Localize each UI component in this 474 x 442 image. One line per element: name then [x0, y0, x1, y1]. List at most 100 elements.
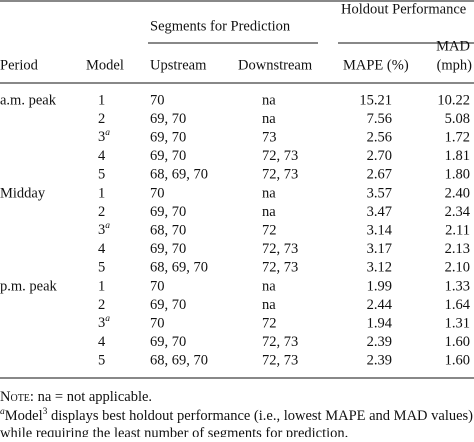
downstream: na [262, 185, 276, 201]
column-header: MAPE (%) [343, 57, 409, 73]
downstream: na [262, 278, 276, 294]
model: 4 [98, 148, 106, 164]
mad: 2.11 [445, 223, 470, 239]
model: 3 [98, 316, 105, 332]
model: 1 [98, 278, 105, 294]
footnote-text: Model [5, 408, 43, 424]
model: 5 [98, 260, 105, 276]
upstream: 69, 70 [150, 334, 186, 350]
column-header: MAD [436, 38, 470, 54]
column-header: (mph) [437, 57, 473, 73]
upstream: 69, 70 [150, 111, 186, 127]
mad: 1.72 [445, 130, 470, 146]
mape: 1.99 [367, 278, 392, 294]
column-header: Model [86, 57, 124, 73]
upstream: 68, 70 [150, 223, 186, 239]
model: 4 [98, 241, 106, 257]
upstream: 69, 70 [150, 148, 186, 164]
downstream: 72, 73 [262, 353, 298, 369]
model: 2 [98, 111, 105, 127]
model-cell: 3a [98, 128, 110, 145]
downstream: 72 [262, 316, 277, 332]
mape: 3.17 [367, 241, 392, 257]
model: 2 [98, 204, 105, 220]
mape: 2.67 [367, 167, 392, 183]
note-text: na = not applicable. [34, 389, 152, 405]
mad: 2.40 [445, 185, 470, 201]
footnote-line: while requiring the least number of segm… [0, 425, 348, 437]
model-cell: 3a [98, 221, 110, 238]
column-header: Upstream [150, 57, 207, 73]
mape: 2.56 [367, 130, 392, 146]
model: 1 [98, 92, 105, 108]
group-header: Segments for Prediction [150, 18, 291, 34]
table-body: a.m. peak 1 70 na 15.21 10.22 2 69, 70 na 7.56 5.0… [0, 92, 471, 368]
downstream: na [262, 111, 276, 127]
downstream: 72, 73 [262, 167, 298, 183]
mape: 1.94 [367, 316, 393, 332]
mad: 1.64 [445, 297, 471, 313]
upstream: 69, 70 [150, 204, 186, 220]
model: 2 [98, 297, 105, 313]
mad: 1.31 [445, 316, 470, 332]
upstream: 68, 69, 70 [150, 353, 208, 369]
upstream: 68, 69, 70 [150, 260, 208, 276]
mad: 1.60 [445, 334, 470, 350]
mad: 1.60 [445, 353, 470, 369]
downstream: 73 [262, 130, 277, 146]
mape: 15.21 [359, 92, 392, 108]
mape: 3.12 [367, 260, 392, 276]
downstream: 72, 73 [262, 148, 298, 164]
model: 1 [98, 185, 105, 201]
footnote-sup: 3 [43, 407, 48, 417]
note: Note: na = not applicable. [0, 389, 152, 405]
footnote: aModel3 displays best holdout performanc… [0, 407, 473, 424]
downstream: na [262, 204, 276, 220]
model-note: a [105, 128, 110, 138]
mape: 2.39 [367, 353, 392, 369]
mad: 2.13 [445, 241, 470, 257]
model: 4 [98, 334, 106, 350]
mape: 2.44 [367, 297, 393, 313]
column-header: Period [0, 57, 39, 73]
model: 5 [98, 167, 105, 183]
upstream: 70 [150, 316, 165, 332]
model-note: a [105, 221, 110, 231]
downstream: 72, 73 [262, 260, 298, 276]
mape: 7.56 [367, 111, 392, 127]
downstream: na [262, 297, 276, 313]
model: 5 [98, 353, 105, 369]
mad: 1.81 [445, 148, 470, 164]
mad: 1.80 [445, 167, 470, 183]
upstream: 69, 70 [150, 297, 186, 313]
upstream: 70 [150, 92, 165, 108]
mad: 5.08 [445, 111, 470, 127]
upstream: 70 [150, 278, 165, 294]
model: 3 [98, 130, 105, 146]
model-cell: 3a [98, 314, 110, 331]
mad: 2.34 [445, 204, 471, 220]
mape: 3.57 [367, 185, 392, 201]
downstream: 72, 73 [262, 334, 298, 350]
period: a.m. peak [0, 92, 57, 108]
column-header: Downstream [238, 57, 313, 73]
mad: 10.22 [437, 92, 470, 108]
note-label: Note: [0, 389, 34, 405]
footnote-text: displays best holdout performance (i.e.,… [47, 408, 473, 424]
group-header: Holdout Performance [341, 1, 466, 17]
mad: 1.33 [445, 278, 470, 294]
mad: 2.10 [445, 260, 470, 276]
mape: 3.14 [367, 223, 393, 239]
downstream: 72, 73 [262, 241, 298, 257]
footnote-marker: a [0, 407, 5, 417]
mape: 3.47 [367, 204, 392, 220]
downstream: 72 [262, 223, 277, 239]
period: p.m. peak [0, 278, 58, 294]
upstream: 69, 70 [150, 241, 186, 257]
period: Midday [0, 185, 46, 201]
model-note: a [105, 314, 110, 324]
model: 3 [98, 223, 105, 239]
upstream: 69, 70 [150, 130, 186, 146]
upstream: 68, 69, 70 [150, 167, 208, 183]
